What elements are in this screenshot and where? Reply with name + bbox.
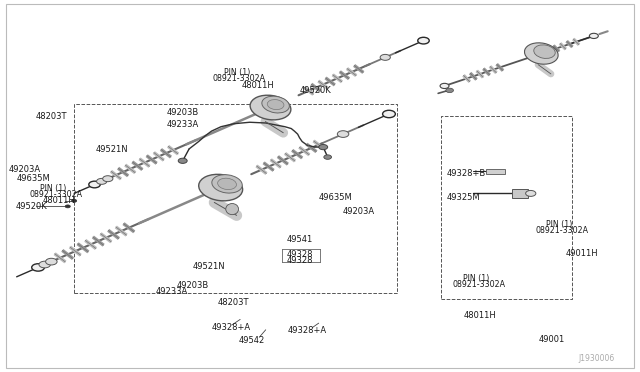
Text: 49520K: 49520K	[15, 202, 47, 211]
Text: 49233A: 49233A	[167, 121, 199, 129]
Circle shape	[178, 158, 187, 163]
Bar	[486, 169, 505, 174]
Text: 49203A: 49203A	[342, 207, 374, 216]
Circle shape	[89, 181, 100, 188]
Ellipse shape	[198, 174, 243, 201]
Text: 49203A: 49203A	[8, 165, 40, 174]
Circle shape	[319, 144, 328, 150]
Text: 49203B: 49203B	[167, 108, 199, 117]
Circle shape	[446, 88, 454, 93]
Text: 48011H: 48011H	[464, 311, 497, 320]
Text: PIN (1): PIN (1)	[40, 185, 67, 193]
Ellipse shape	[226, 203, 239, 215]
Text: 08921-3302A: 08921-3302A	[29, 190, 83, 199]
Circle shape	[32, 264, 44, 271]
Circle shape	[383, 110, 396, 118]
Text: 49521N: 49521N	[95, 145, 128, 154]
Text: 48203T: 48203T	[218, 298, 250, 307]
Circle shape	[324, 155, 332, 159]
Text: 49635M: 49635M	[319, 193, 353, 202]
Ellipse shape	[250, 95, 291, 120]
Ellipse shape	[218, 178, 236, 190]
Text: 48011H: 48011H	[242, 81, 275, 90]
Text: PIN (1): PIN (1)	[224, 68, 250, 77]
Text: 49328+A: 49328+A	[288, 326, 327, 335]
Text: 08921-3302A: 08921-3302A	[212, 74, 266, 83]
Text: 49520K: 49520K	[300, 86, 332, 95]
Text: 08921-3302A: 08921-3302A	[536, 226, 589, 235]
Circle shape	[525, 190, 536, 196]
Text: 49011H: 49011H	[565, 249, 598, 258]
Ellipse shape	[534, 45, 556, 58]
Ellipse shape	[525, 43, 558, 64]
Circle shape	[65, 205, 70, 208]
Text: 49328+A: 49328+A	[211, 323, 251, 332]
Text: PIN (1): PIN (1)	[463, 274, 490, 283]
Text: 49541: 49541	[287, 235, 313, 244]
Text: 49001: 49001	[538, 335, 564, 344]
Circle shape	[102, 176, 113, 182]
Circle shape	[380, 54, 390, 60]
Text: 49521N: 49521N	[192, 262, 225, 271]
Circle shape	[440, 83, 449, 89]
Circle shape	[45, 258, 57, 265]
Text: 49328: 49328	[287, 256, 314, 264]
Text: J1930006: J1930006	[579, 354, 615, 363]
Text: 49635M: 49635M	[17, 174, 51, 183]
Ellipse shape	[262, 96, 289, 113]
Circle shape	[418, 37, 429, 44]
Circle shape	[39, 261, 51, 268]
Text: 49325M: 49325M	[447, 193, 480, 202]
Text: 48203T: 48203T	[36, 112, 67, 121]
Ellipse shape	[212, 175, 243, 193]
Circle shape	[97, 179, 107, 185]
Text: 08921-3302A: 08921-3302A	[453, 280, 506, 289]
Text: 48011H: 48011H	[42, 196, 75, 205]
Text: 49203B: 49203B	[176, 281, 209, 290]
Text: 49328: 49328	[287, 250, 314, 259]
Circle shape	[72, 199, 77, 202]
Text: 49328+B: 49328+B	[447, 169, 486, 177]
Text: PIN (1): PIN (1)	[546, 220, 572, 229]
Circle shape	[337, 131, 349, 137]
Text: 49233A: 49233A	[156, 287, 188, 296]
Circle shape	[589, 33, 598, 38]
Text: 49542: 49542	[238, 336, 264, 346]
Bar	[511, 189, 527, 198]
Ellipse shape	[268, 100, 284, 110]
